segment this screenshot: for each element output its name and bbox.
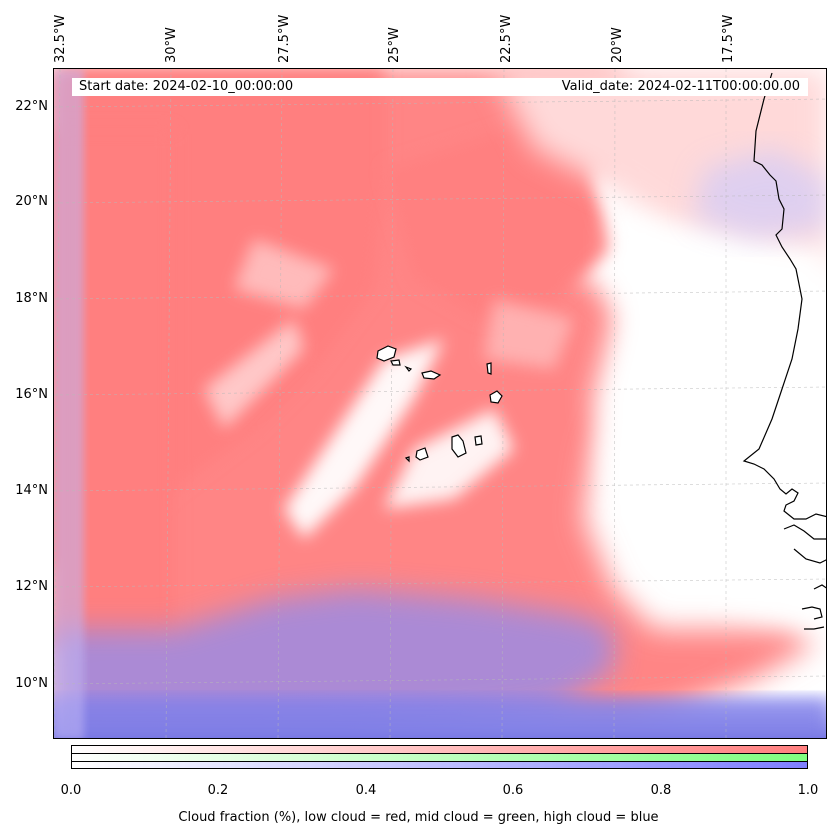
lon-label-30w: 30°W — [164, 27, 179, 63]
lon-label-20w: 20°W — [610, 27, 625, 63]
lat-label-22n: 22°N — [15, 99, 48, 114]
high-cloud-layer — [54, 69, 826, 738]
lat-label-16n: 16°N — [15, 387, 48, 402]
cloud-fraction-map: Start date: 2024-02-10_00:00:00 Valid_da… — [53, 68, 827, 739]
lat-label-14n: 14°N — [15, 483, 48, 498]
lon-label-17-5w: 17.5°W — [721, 14, 736, 63]
lat-label-12n: 12°N — [15, 579, 48, 594]
map-canvas — [54, 69, 826, 738]
lon-label-25w: 25°W — [387, 27, 402, 63]
lon-label-22-5w: 22.5°W — [499, 14, 514, 63]
colorbar-tick-0-6: 0.6 — [502, 783, 524, 798]
cape-verde-islands — [376, 345, 503, 463]
colorbar-low-cloud-strip — [72, 746, 807, 754]
colorbar-mid-cloud-strip — [72, 754, 807, 762]
colorbar-title: Cloud fraction (%), low cloud = red, mid… — [178, 810, 659, 825]
colorbar-tick-0-0: 0.0 — [60, 783, 82, 798]
graticule — [54, 69, 826, 738]
start-date-label: Start date: 2024-02-10_00:00:00 — [79, 79, 294, 94]
lon-label-27-5w: 27.5°W — [277, 14, 292, 63]
colorbar-tick-0-2: 0.2 — [207, 783, 229, 798]
lat-label-18n: 18°N — [15, 291, 48, 306]
colorbar-tick-1-0: 1.0 — [797, 783, 819, 798]
lon-label-32-5w: 32.5°W — [53, 14, 68, 63]
colorbar-tick-0-4: 0.4 — [355, 783, 377, 798]
africa-coastline — [742, 72, 826, 630]
date-bar: Start date: 2024-02-10_00:00:00 Valid_da… — [72, 78, 808, 96]
lat-label-10n: 10°N — [15, 676, 48, 691]
lat-label-20n: 20°N — [15, 194, 48, 209]
colorbar — [71, 745, 808, 769]
valid-date-label: Valid_date: 2024-02-11T00:00:00.00 — [561, 79, 800, 94]
colorbar-tick-0-8: 0.8 — [650, 783, 672, 798]
colorbar-high-cloud-strip — [72, 762, 807, 768]
